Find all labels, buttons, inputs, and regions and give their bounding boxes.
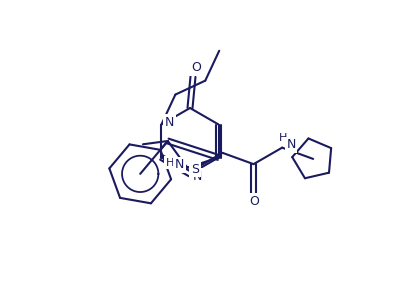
Text: O: O: [249, 195, 259, 208]
Text: H: H: [278, 133, 287, 143]
Text: N: N: [164, 116, 174, 129]
Text: N: N: [192, 169, 201, 183]
Text: O: O: [191, 61, 200, 74]
Text: N: N: [174, 158, 183, 171]
Text: S: S: [190, 163, 199, 176]
Text: N: N: [286, 138, 295, 151]
Text: H: H: [166, 158, 174, 168]
